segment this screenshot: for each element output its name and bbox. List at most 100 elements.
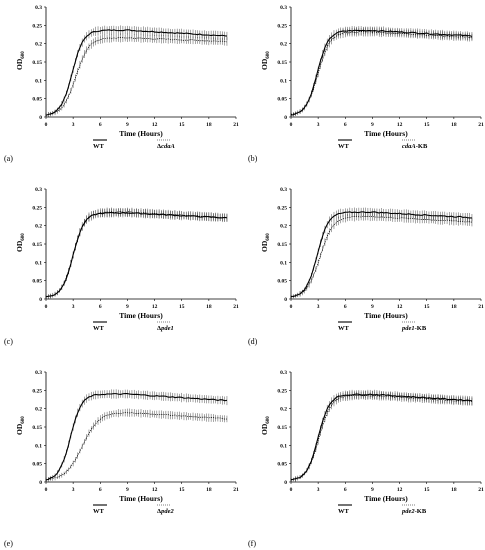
legend-label: WT [338,143,350,150]
panel-letter: (c) [4,337,13,346]
x-tick-label: 21 [478,304,484,310]
error-bars [290,211,473,299]
y-tick-label: 0.2 [35,407,42,413]
y-axis-title-main: OD [260,423,269,435]
y-tick-label: 0.15 [277,60,287,66]
y-tick-label: 0.1 [35,260,42,266]
x-axis-title: Time (Hours) [364,494,408,503]
x-tick-label: 15 [424,487,430,493]
legend-label-italic: pde2 [401,508,415,515]
x-tick-label: 0 [290,122,293,128]
y-tick-label: 0.05 [32,97,42,103]
x-tick-label: 6 [99,304,102,310]
legend-label: Δpde2 [157,508,174,515]
legend-label: cdaA-KB [402,143,428,150]
x-tick-label: 9 [126,122,129,128]
x-tick-label: 12 [152,122,158,128]
x-tick-label: 9 [126,487,129,493]
x-tick-label: 21 [478,122,484,128]
panel-letter: (a) [4,154,13,163]
panel-letter: (b) [248,154,258,163]
series-line [45,211,228,298]
x-tick-label: 18 [451,304,457,310]
y-tick-label: 0.3 [35,187,42,193]
x-tick-label: 15 [424,122,430,128]
series-line [45,37,228,116]
x-tick-label: 18 [206,304,212,310]
legend-label-italic: pde1 [401,325,415,332]
x-axis-title: Time (Hours) [364,311,408,320]
y-axis-title: OD600 [260,51,271,70]
x-tick-label: 6 [99,487,102,493]
y-axis-title-sub: 600 [266,51,271,59]
y-tick-label: 0.15 [277,425,287,431]
y-tick-label: 0.2 [35,42,42,48]
legend-label-suffix: -KB [415,325,427,332]
y-tick-label: 0.1 [35,443,42,449]
x-tick-label: 21 [233,304,239,310]
series-line [290,394,473,480]
y-tick-label: 0.25 [32,23,42,29]
panel-letter: (f) [248,539,256,548]
x-tick-label: 15 [179,304,185,310]
x-tick-label: 12 [397,122,403,128]
series-line [290,393,472,481]
x-tick-label: 3 [72,122,75,128]
y-tick-label: 0.15 [277,242,287,248]
x-tick-label: 6 [344,487,347,493]
legend-label: WT [338,508,350,515]
y-tick-label: 0 [39,115,42,121]
panel-letter: (d) [248,337,258,346]
x-tick-label: 15 [179,122,185,128]
y-tick-label: 0.2 [35,224,42,230]
y-tick-label: 0.25 [32,388,42,394]
y-tick-label: 0 [284,480,287,486]
legend-label: WT [338,325,350,332]
legend-label: pde2-KB [401,508,427,515]
series-line [290,211,472,298]
y-tick-label: 0.3 [35,5,42,11]
y-tick-label: 0.3 [280,187,287,193]
legend-label: WT [93,143,105,150]
y-tick-label: 0.15 [32,242,42,248]
y-tick-label: 0.05 [277,97,287,103]
x-tick-label: 0 [45,487,48,493]
error-bars [290,27,473,117]
x-axis-title: Time (Hours) [119,311,163,320]
x-tick-label: 0 [290,304,293,310]
y-axis-title-sub: 600 [21,416,26,424]
y-tick-label: 0 [284,297,287,303]
x-tick-label: 21 [478,487,484,493]
legend-label: ΔcdaA [157,143,175,150]
legend-label-italic: pde1 [160,325,174,332]
y-axis-title: OD600 [15,233,26,252]
y-axis-title-sub: 600 [21,51,26,59]
series-line [290,215,472,298]
x-tick-label: 0 [290,487,293,493]
x-tick-label: 9 [126,304,129,310]
y-tick-label: 0.3 [35,370,42,376]
y-tick-label: 0.25 [277,205,287,211]
y-tick-label: 0.1 [280,260,287,266]
y-tick-label: 0.3 [280,370,287,376]
x-tick-label: 6 [99,122,102,128]
y-axis-title-main: OD [15,240,24,252]
x-axis-title: Time (Hours) [364,129,408,138]
series-line [45,29,228,116]
x-tick-label: 3 [317,304,320,310]
error-bars [45,389,228,482]
panel-letter: (e) [4,539,13,548]
y-axis-title-main: OD [260,240,269,252]
y-axis-title-sub: 600 [266,233,271,241]
y-axis-title: OD600 [15,51,26,70]
y-axis-title-main: OD [15,58,24,70]
legend-label-suffix: -KB [416,143,428,150]
x-tick-label: 9 [371,304,374,310]
x-axis-title: Time (Hours) [119,129,163,138]
y-tick-label: 0.25 [277,23,287,29]
legend-label-italic: pde2 [160,508,174,515]
x-tick-label: 12 [397,487,403,493]
x-axis-title: Time (Hours) [119,494,163,503]
x-tick-label: 21 [233,487,239,493]
